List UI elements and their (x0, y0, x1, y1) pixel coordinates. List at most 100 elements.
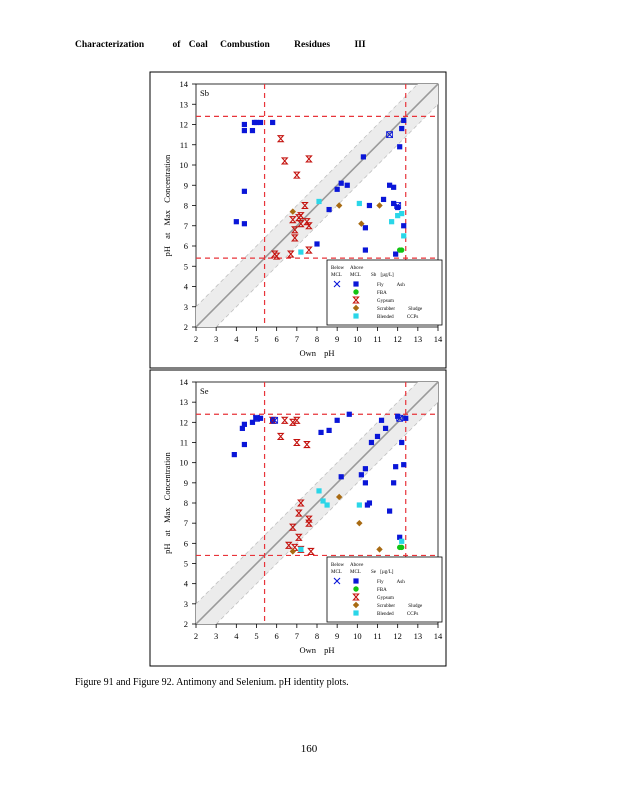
y-tick-label: 10 (180, 160, 189, 170)
y-tick-label: 2 (184, 619, 188, 629)
legend-symbol (352, 304, 360, 312)
data-point (249, 419, 256, 425)
data-point (326, 427, 332, 433)
x-tick-label: 12 (393, 631, 402, 641)
y-tick-label: 3 (184, 302, 188, 312)
legend-header: Above (350, 266, 364, 271)
data-point (295, 533, 303, 541)
y-tick-label: 12 (180, 417, 189, 427)
y-tick-label: 8 (184, 201, 188, 211)
header-word: of (172, 40, 181, 50)
x-axis-label: Own pH (299, 348, 334, 358)
data-point (391, 184, 397, 190)
data-point (401, 223, 407, 229)
data-point (362, 466, 368, 472)
below-mcl-point (396, 414, 404, 422)
data-point (360, 154, 366, 160)
x-tick-label: 3 (214, 334, 218, 344)
y-tick-label: 7 (184, 518, 188, 528)
data-point (326, 206, 332, 213)
x-tick-label: 8 (315, 334, 319, 344)
x-tick-label: 7 (295, 334, 299, 344)
legend-unit: Sb [µg/L] (371, 273, 394, 278)
x-tick-label: 2 (194, 631, 198, 641)
x-tick-label: 6 (275, 334, 279, 344)
data-point (293, 171, 301, 179)
data-point (257, 119, 264, 126)
header-word: Residues (294, 40, 331, 50)
data-point (358, 472, 364, 478)
legend-symbol (353, 586, 359, 592)
x-tick-label: 13 (414, 631, 423, 641)
legend-label: Gypsum (377, 596, 394, 601)
x-tick-label: 10 (353, 631, 362, 641)
data-point (288, 523, 297, 531)
legend-header: MCL (331, 570, 342, 575)
data-point (403, 415, 409, 421)
band-edge-upper (196, 84, 419, 308)
legend-symbol (353, 281, 359, 287)
x-tick-label: 14 (434, 334, 443, 344)
data-point (272, 252, 281, 260)
legend-header: Below (331, 563, 344, 568)
data-point (399, 125, 405, 132)
data-point (387, 182, 393, 188)
y-tick-label: 3 (184, 599, 188, 609)
data-point (298, 249, 304, 255)
data-point (316, 198, 322, 205)
data-point (382, 425, 389, 431)
identity-line (196, 382, 438, 624)
data-point (380, 196, 387, 203)
data-point (301, 201, 309, 210)
legend-box (326, 259, 443, 326)
data-point (356, 502, 362, 508)
legend-header: Below (331, 266, 344, 271)
legend-symbol (352, 593, 360, 601)
legend-label: FBA (377, 588, 387, 593)
legend-header: Above (350, 563, 364, 568)
data-point (395, 213, 401, 219)
data-point (314, 241, 320, 247)
data-point (291, 234, 299, 242)
data-point (399, 544, 405, 551)
data-point (305, 515, 313, 523)
y-tick-label: 11 (180, 438, 188, 448)
x-tick-label: 4 (234, 334, 239, 344)
data-point (233, 219, 239, 225)
y-axis-label: pH at Max Concentration (162, 154, 172, 256)
legend-symbol (353, 313, 359, 319)
header-word: III (354, 40, 366, 50)
panel-label: Sb (200, 88, 209, 98)
data-point (393, 251, 399, 257)
y-axis-label: pH at Max Concentration (162, 451, 172, 553)
data-point (399, 247, 405, 253)
data-point (241, 188, 247, 194)
y-tick-label: 9 (184, 478, 188, 488)
below-mcl-point (271, 416, 279, 424)
band-edge-lower (215, 401, 438, 624)
data-point (293, 438, 301, 447)
data-point (356, 519, 363, 527)
x-axis-label: Own pH (299, 645, 334, 655)
data-point (338, 474, 344, 480)
x-tick-label: 13 (414, 334, 423, 344)
data-point (397, 534, 403, 540)
y-tick-label: 12 (180, 120, 189, 130)
page-number: 160 (300, 743, 318, 755)
data-point (293, 416, 301, 424)
data-point (276, 135, 285, 143)
data-point (316, 488, 322, 494)
data-point (324, 502, 330, 508)
below-mcl-point (394, 202, 402, 209)
data-point (334, 417, 340, 423)
data-point (399, 439, 405, 446)
data-point (297, 212, 305, 220)
y-tick-label: 13 (180, 99, 189, 109)
figure-caption: Figure 91 and Figure 92. Antimony and Se… (75, 677, 349, 688)
chart-panel-sb: 2 3 4 5 6 7 8 9 10 11 12 13 14 2 3 4 5 6 7 8 9 10 11 12 13 14 Own … (149, 71, 447, 369)
data-point (305, 519, 313, 527)
legend-label: FBA (377, 291, 387, 296)
data-point (257, 415, 264, 421)
data-point (393, 464, 399, 470)
